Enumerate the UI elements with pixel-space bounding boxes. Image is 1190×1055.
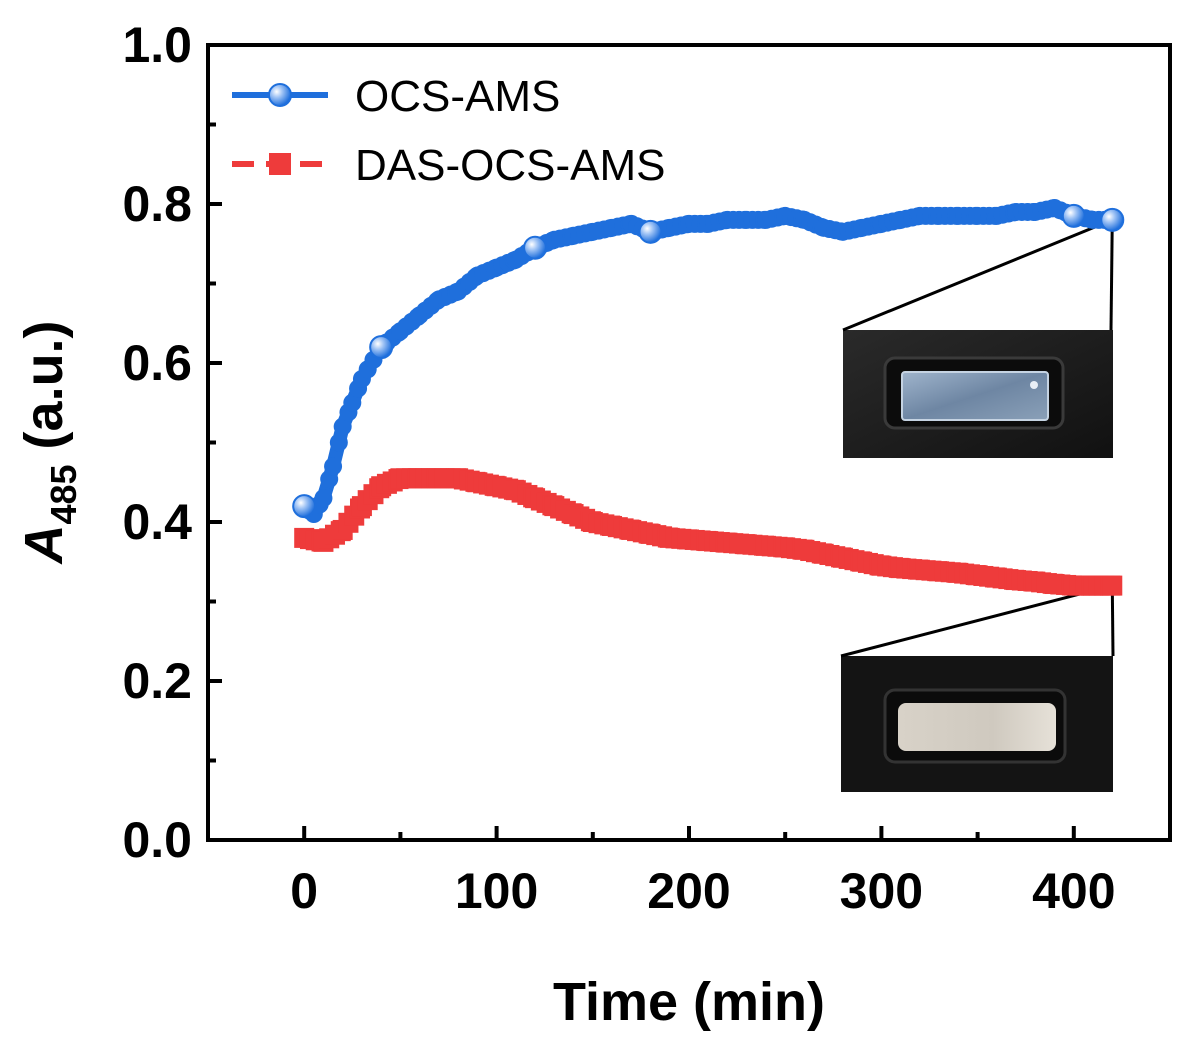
y-tick-label: 0.8 xyxy=(122,176,192,232)
data-point xyxy=(329,433,348,452)
leader-line xyxy=(840,584,1113,658)
x-tick-label: 300 xyxy=(840,863,923,919)
x-axis-tick-labels: 0 100 200 300 400 xyxy=(290,863,1115,919)
x-tick-label: 200 xyxy=(647,863,730,919)
x-axis-ticks xyxy=(302,826,1076,840)
leader-line xyxy=(842,218,1113,332)
legend-marker-das-ocs-ams xyxy=(269,153,291,175)
data-point xyxy=(324,457,343,476)
y-axis-title-unit: (a.u.) xyxy=(14,320,74,464)
y-tick-label: 0.4 xyxy=(122,494,192,550)
y-axis-title-subscript: 485 xyxy=(43,464,84,524)
legend-entry-ocs-ams: OCS-AMS xyxy=(232,72,560,121)
x-tick-label: 400 xyxy=(1032,863,1115,919)
legend-marker-ocs-ams xyxy=(268,83,292,107)
inset-photo-ocs-ams xyxy=(843,330,1113,458)
leader-line xyxy=(1109,219,1114,331)
data-point xyxy=(314,489,333,508)
y-axis-title: A485 (a.u.) xyxy=(14,320,84,565)
data-point-highlight xyxy=(1100,207,1125,232)
legend: OCS-AMS DAS-OCS-AMS xyxy=(232,72,665,190)
data-point-highlight xyxy=(1061,203,1086,228)
data-point-highlight xyxy=(638,219,663,244)
inset-photo-das-ocs-ams xyxy=(841,656,1113,792)
x-axis-title: Time (min) xyxy=(553,972,825,1032)
y-axis-title-main: A xyxy=(14,525,74,566)
y-axis-tick-labels: 0.0 0.2 0.4 0.6 0.8 1.0 xyxy=(122,17,192,868)
y-tick-label: 0.6 xyxy=(122,335,192,391)
series-das-ocs-ams xyxy=(294,468,1123,596)
data-point-highlight xyxy=(523,235,548,260)
leader-line xyxy=(1110,585,1115,657)
x-tick-label: 100 xyxy=(455,863,538,919)
y-tick-label: 0.2 xyxy=(122,653,192,709)
legend-label-das-ocs-ams: DAS-OCS-AMS xyxy=(355,141,665,190)
y-axis-ticks xyxy=(208,43,222,842)
data-point-highlight xyxy=(369,335,394,360)
legend-label-ocs-ams: OCS-AMS xyxy=(355,72,560,121)
data-point-highlight xyxy=(292,494,317,519)
y-tick-label: 1.0 xyxy=(122,17,192,73)
data-point xyxy=(333,417,352,436)
y-tick-label: 0.0 xyxy=(122,812,192,868)
inset-leader-lines xyxy=(840,218,1115,658)
x-tick-label: 0 xyxy=(290,863,318,919)
data-point xyxy=(1102,575,1123,596)
data-point xyxy=(343,393,362,412)
legend-entry-das-ocs-ams: DAS-OCS-AMS xyxy=(232,141,665,190)
series-ocs-ams xyxy=(292,198,1125,524)
